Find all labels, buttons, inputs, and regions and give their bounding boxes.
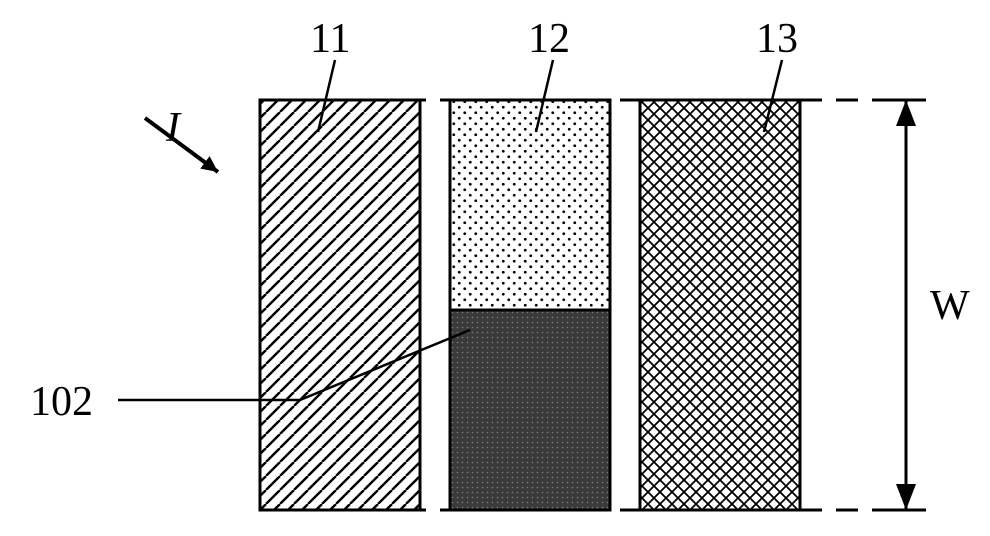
dim-W-arrow-bot [896, 484, 916, 510]
label-W: W [930, 282, 970, 330]
bar-12-bottom-102 [450, 310, 610, 510]
bar-11 [260, 100, 420, 510]
label-I: I [166, 104, 180, 152]
label-11: 11 [310, 15, 350, 63]
dim-W-arrow-top [896, 100, 916, 126]
diagram-svg [0, 0, 990, 536]
bar-12-top [450, 100, 610, 310]
label-13: 13 [756, 15, 798, 63]
bar-13 [640, 100, 800, 510]
diagram-root: 11 12 13 102 I W [0, 0, 990, 536]
label-12: 12 [528, 15, 570, 63]
label-102: 102 [30, 378, 93, 426]
